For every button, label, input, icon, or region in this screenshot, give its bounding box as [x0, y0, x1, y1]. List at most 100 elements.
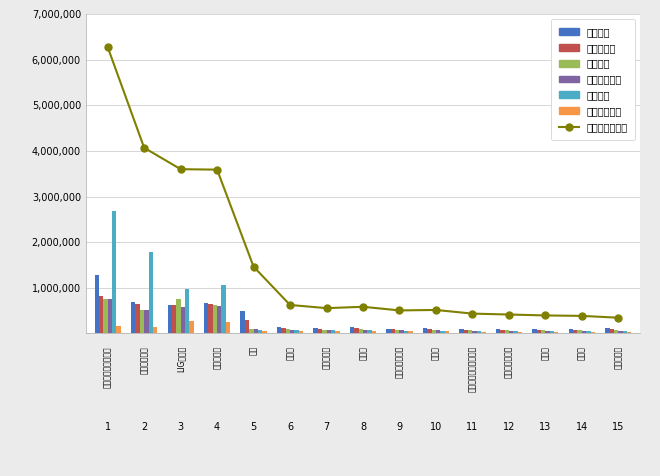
브랜드평판지수 — [286, 302, 294, 308]
Bar — [277, 327, 281, 333]
Bar — [240, 311, 245, 333]
Bar — [189, 321, 194, 333]
Text: 휴니드: 휴니드 — [432, 346, 440, 360]
Text: 제노코: 제노코 — [578, 346, 586, 360]
Bar — [477, 331, 481, 333]
Bar — [222, 285, 226, 333]
Bar — [500, 329, 504, 333]
Text: 비유테크놀리지: 비유테크놀리지 — [504, 346, 513, 378]
Bar — [140, 309, 144, 333]
Bar — [172, 306, 176, 333]
Text: 8: 8 — [360, 423, 366, 433]
Bar — [582, 331, 586, 333]
Text: 11: 11 — [467, 423, 478, 433]
Bar — [569, 328, 573, 333]
Text: 빅텍: 빅텍 — [249, 346, 258, 355]
Bar — [368, 330, 372, 333]
Bar — [517, 332, 522, 333]
Bar — [148, 252, 153, 333]
Bar — [409, 331, 412, 333]
Text: 한화에어로스페이스: 한화에어로스페이스 — [103, 346, 112, 387]
Text: 휴센텍: 휴센텍 — [541, 346, 550, 360]
Bar — [591, 332, 595, 333]
Bar — [331, 330, 335, 333]
브랜드평판지수 — [469, 311, 477, 317]
Bar — [281, 328, 286, 333]
브랜드평판지수 — [505, 312, 513, 317]
브랜드평판지수 — [359, 304, 367, 309]
Bar — [586, 331, 591, 333]
Bar — [116, 326, 121, 333]
Bar — [112, 211, 116, 333]
Text: 6: 6 — [287, 423, 293, 433]
Bar — [253, 329, 258, 333]
Text: 한국항공우주: 한국항공우주 — [140, 346, 148, 374]
Bar — [509, 331, 513, 333]
Bar — [395, 330, 399, 333]
Bar — [532, 329, 537, 333]
브랜드평판지수 — [578, 313, 586, 319]
Text: 2: 2 — [141, 423, 147, 433]
Bar — [618, 331, 622, 333]
Bar — [153, 327, 157, 333]
Bar — [513, 331, 517, 333]
Bar — [550, 331, 554, 333]
Bar — [468, 330, 473, 333]
Bar — [185, 289, 189, 333]
Bar — [290, 329, 294, 333]
Bar — [404, 331, 409, 333]
Bar — [627, 332, 632, 333]
브랜드평판지수 — [177, 166, 185, 172]
Bar — [614, 330, 618, 333]
브랜드평판지수 — [249, 264, 257, 269]
Bar — [440, 331, 445, 333]
Bar — [99, 296, 104, 333]
Bar — [104, 298, 108, 333]
Text: 13: 13 — [539, 423, 552, 433]
Bar — [363, 329, 368, 333]
Bar — [391, 329, 395, 333]
Bar — [249, 328, 253, 333]
Bar — [473, 331, 477, 333]
Bar — [294, 330, 299, 333]
Text: LIG넥스원: LIG넥스원 — [176, 346, 185, 372]
Text: 5: 5 — [250, 423, 257, 433]
Bar — [386, 328, 391, 333]
Bar — [350, 327, 354, 333]
Bar — [209, 304, 213, 333]
Text: 쌌트렭아이: 쌌트렭아이 — [322, 346, 331, 369]
Text: 퍼스텍: 퍼스텍 — [286, 346, 294, 360]
Bar — [327, 330, 331, 333]
Text: 아스트: 아스트 — [358, 346, 368, 360]
Text: 쾄코아에어로스페이스: 쾄코아에어로스페이스 — [468, 346, 477, 392]
Bar — [168, 305, 172, 333]
브랜드평판지수 — [541, 313, 549, 318]
Bar — [262, 331, 267, 333]
Text: 1: 1 — [105, 423, 111, 433]
Text: 7: 7 — [323, 423, 329, 433]
Bar — [399, 330, 404, 333]
Legend: 참여지수, 미디어지수, 소통지수, 커뮤니티지수, 시장지수, 사회공헌지수, 브랜드평판지수: 참여지수, 미디어지수, 소통지수, 커뮤니티지수, 시장지수, 사회공헌지수,… — [552, 19, 636, 139]
Bar — [573, 329, 578, 333]
브랜드평판지수 — [104, 44, 112, 50]
Text: 아이쓰리시스템: 아이쓰리시스템 — [395, 346, 404, 378]
Bar — [436, 330, 440, 333]
Bar — [135, 304, 140, 333]
Bar — [605, 328, 610, 333]
Bar — [213, 306, 217, 333]
Bar — [314, 328, 317, 333]
Bar — [372, 331, 376, 333]
브랜드평판지수 — [395, 307, 403, 313]
Bar — [578, 330, 582, 333]
Bar — [481, 332, 486, 333]
Bar — [258, 330, 262, 333]
브랜드평판지수 — [432, 307, 440, 313]
Text: 4: 4 — [214, 423, 220, 433]
Bar — [317, 328, 322, 333]
Text: 10: 10 — [430, 423, 442, 433]
Bar — [204, 303, 209, 333]
Bar — [299, 331, 303, 333]
브랜드평판지수 — [213, 167, 221, 172]
Bar — [423, 328, 427, 333]
Bar — [622, 331, 627, 333]
